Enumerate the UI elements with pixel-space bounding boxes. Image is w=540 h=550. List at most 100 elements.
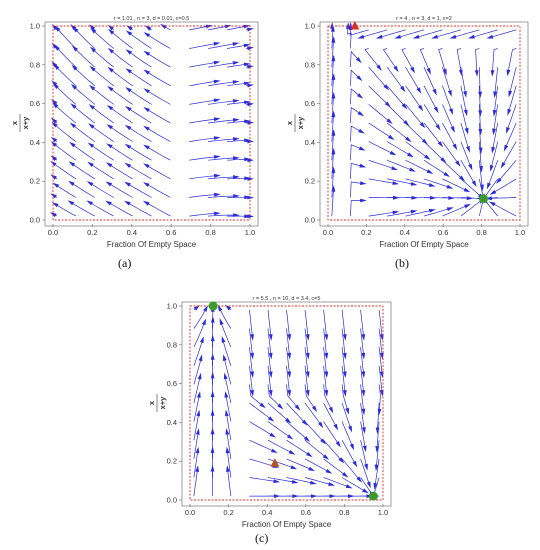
streamline: [304, 439, 327, 458]
streamline: [146, 183, 171, 198]
flow-arrow: [464, 204, 471, 209]
streamline: [423, 159, 447, 176]
y-label-denominator: x+y: [296, 116, 305, 130]
flow-arrow: [493, 91, 497, 99]
flow-arrow: [412, 34, 420, 39]
flow-arrow: [143, 107, 150, 113]
streamline: [90, 182, 114, 198]
flow-arrow: [125, 49, 133, 55]
flow-arrow: [500, 162, 506, 169]
flow-arrow: [277, 403, 284, 410]
flow-arrow: [358, 146, 366, 151]
flow-arrow: [198, 354, 203, 362]
flow-arrow: [69, 122, 77, 129]
flow-arrow: [124, 181, 131, 187]
streamline: [249, 421, 273, 436]
flow-arrow: [108, 28, 115, 35]
streamline: [368, 122, 392, 139]
flow-arrow: [195, 446, 200, 454]
flow-arrow: [125, 68, 132, 74]
streamline: [189, 194, 217, 198]
streamline: [405, 66, 420, 91]
streamline: [405, 178, 432, 186]
flow-arrow: [51, 117, 58, 124]
streamline: [53, 162, 77, 180]
flow-arrow: [308, 466, 315, 472]
streamline: [208, 195, 236, 198]
flow-arrow: [125, 87, 132, 93]
streamline: [423, 104, 439, 128]
streamline: [227, 101, 247, 105]
x-tick-label-a: 1.0: [245, 228, 255, 237]
flow-arrow: [342, 390, 347, 397]
flow-arrow: [356, 93, 364, 99]
streamline: [193, 339, 203, 366]
flow-arrow: [105, 162, 113, 168]
flow-arrow: [324, 334, 329, 341]
chart-title-c: r = 5.5 , n = 10, d = 3.4, c=5: [253, 296, 321, 302]
flow-arrow: [50, 141, 58, 147]
flow-arrow: [468, 163, 473, 171]
streamline: [304, 365, 309, 393]
flow-arrow: [394, 34, 402, 39]
flow-arrow: [160, 24, 167, 29]
chart-title-a: r = 1.01 , n = 3, d = 0.01, c=0.5: [114, 16, 190, 22]
flow-arrow: [342, 352, 347, 360]
flow-arrow: [233, 156, 240, 160]
streamline: [349, 125, 362, 142]
streamlines-c: [193, 302, 384, 500]
y-tick-label-b: 0.4: [305, 138, 315, 147]
flow-arrow: [386, 118, 393, 124]
streamline: [73, 105, 96, 124]
flow-arrow: [106, 105, 114, 111]
flow-arrow: [450, 126, 455, 133]
streamline: [91, 87, 114, 105]
flow-arrow: [373, 482, 378, 490]
streamline: [423, 122, 441, 145]
flow-arrow: [226, 465, 230, 472]
y-tick-label-a: 0.4: [30, 138, 40, 147]
flow-arrow: [375, 427, 380, 435]
flow-arrow: [478, 110, 483, 117]
streamline: [304, 458, 329, 473]
streamline: [227, 82, 247, 87]
flow-arrow: [506, 69, 511, 77]
streamline: [323, 421, 339, 445]
streamline: [146, 146, 171, 161]
streamline: [146, 90, 171, 105]
streamline: [442, 159, 463, 179]
streamline: [453, 29, 480, 38]
streamline: [423, 85, 437, 110]
flow-arrow: [446, 184, 454, 189]
chart-panel-c: r = 5.5 , n = 10, d = 3.4, c=5 0.0 0.2 0.4 0…: [130, 284, 410, 550]
streamline: [405, 209, 432, 217]
flow-arrow: [213, 79, 221, 84]
flow-arrow: [288, 450, 296, 455]
y-tick-label-b: 1.0: [305, 22, 315, 31]
streamline: [189, 118, 217, 124]
streamline: [378, 384, 381, 412]
flow-arrow: [269, 432, 277, 438]
streamline: [223, 358, 232, 385]
streamline: [146, 202, 171, 217]
flow-arrow: [342, 334, 347, 341]
flow-arrow: [107, 85, 114, 92]
streamline: [341, 440, 356, 465]
flow-arrow: [124, 143, 132, 149]
streamline: [286, 384, 299, 408]
flow-arrow: [409, 167, 416, 172]
streamline: [478, 122, 482, 151]
flow-arrow: [489, 165, 494, 172]
flow-arrow: [389, 150, 397, 156]
streamline: [460, 104, 468, 131]
streamline: [493, 85, 499, 113]
y-label-numerator: x: [10, 120, 19, 125]
y-label-numerator: x: [285, 120, 294, 125]
flow-arrow: [225, 446, 230, 454]
streamline: [442, 85, 453, 112]
streamline: [378, 365, 383, 393]
streamline: [249, 309, 253, 337]
streamline: [368, 178, 396, 184]
flow-arrow: [471, 180, 477, 187]
streamline: [331, 39, 334, 68]
